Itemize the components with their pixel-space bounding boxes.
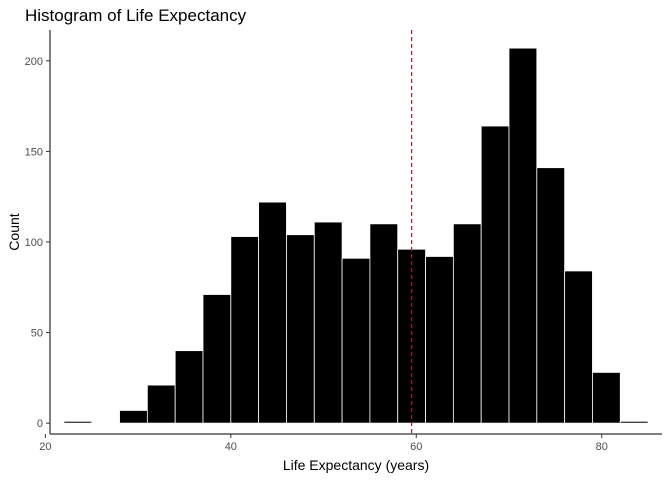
histogram-bar [369,223,399,424]
histogram-bar [91,422,120,425]
histogram-bar [230,236,260,424]
y-tick-label: 0 [37,418,43,430]
histogram-bar [480,125,510,424]
x-tick-label: 20 [39,441,51,453]
x-axis-ticks: 20 40 60 80 [39,434,608,453]
histogram-bar [508,47,538,424]
x-tick-label: 40 [225,441,237,453]
histogram-bar [425,256,454,424]
histogram-bar [452,223,482,424]
x-tick-label: 60 [410,441,422,453]
histogram-bar [119,410,148,424]
bars-group [63,47,649,425]
y-tick-label: 200 [25,56,43,68]
histogram-bar [258,201,287,424]
histogram-bar [286,234,315,424]
x-axis-label: Life Expectancy (years) [283,457,429,473]
chart-title: Histogram of Life Expectancy [25,6,247,25]
y-tick-label: 150 [25,146,43,158]
y-tick-label: 100 [25,237,43,249]
y-tick-label: 50 [31,328,43,340]
histogram-bar [202,294,232,424]
histogram-bar [536,167,566,424]
x-tick-label: 80 [596,441,608,453]
histogram-bar [63,420,93,424]
histogram-bar [174,350,204,424]
histogram-bar [341,257,371,424]
histogram-bar [592,372,621,424]
y-axis-label: Count [6,213,22,250]
histogram-bar [313,221,343,424]
histogram-bar [146,384,176,424]
histogram-bar [564,270,593,424]
y-axis-ticks: 0 50 100 150 200 [25,56,50,430]
histogram-bar [619,420,649,424]
